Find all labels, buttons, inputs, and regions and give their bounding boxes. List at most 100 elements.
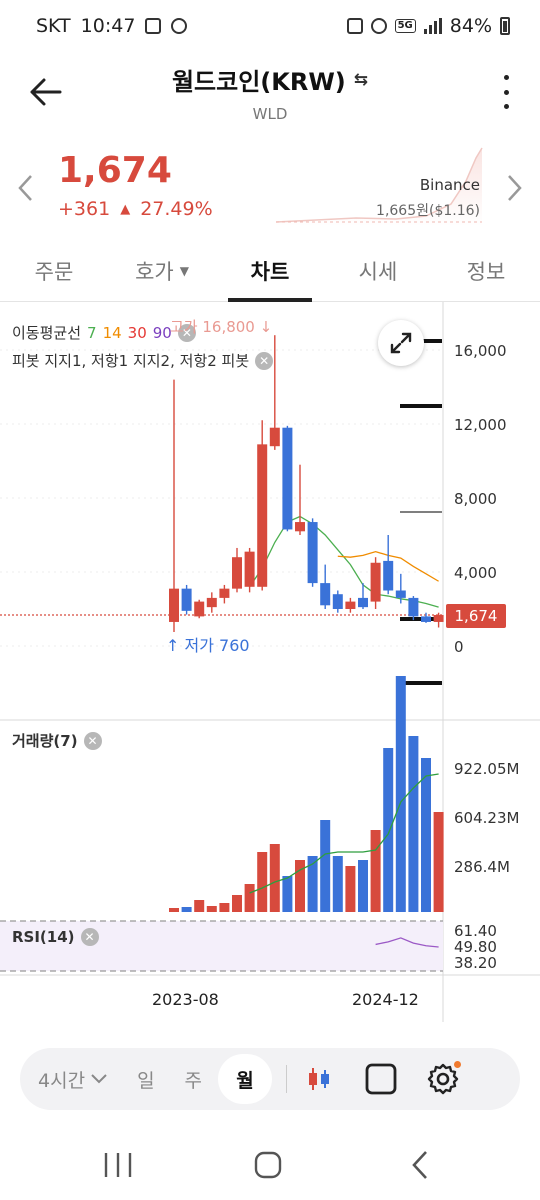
chart-area[interactable]: 이동평균선 7 14 30 90 ✕ 피봇 지지1, 저항1 지지2, 저항2 … [0,302,540,1022]
volume-title: 거래량(7) [12,732,78,750]
coin-title-button[interactable]: 월드코인(KRW) ⇆ [172,62,368,97]
tab-info[interactable]: 정보 [466,259,506,284]
home-icon [254,1151,282,1179]
close-ma-indicator-button[interactable]: ✕ [177,323,196,342]
battery-icon [500,17,510,35]
current-price-tag: 1,674 [446,604,506,628]
page-title: 월드코인(KRW) [171,68,346,96]
week-interval-button[interactable]: 주 [184,1069,203,1092]
current-price: 1,674 [58,150,172,191]
interval-label: 4시간 [38,1069,86,1092]
candle-body [232,557,242,589]
clock: 10:47 [80,15,136,37]
carrier: SKT [36,15,71,37]
drawing-tool-button[interactable] [363,1061,399,1097]
ma-legend-label: 이동평균선 [12,324,82,342]
back-icon [412,1151,427,1179]
interval-dropdown[interactable]: 4시간 [38,1066,107,1093]
candle [206,592,217,613]
volume-bar [332,856,343,912]
tab-chart[interactable]: 차트 [216,240,324,302]
system-back-button[interactable] [400,1148,440,1182]
candle-body [219,588,230,598]
triangle-up-icon: ▲ [120,201,131,217]
square-icon [365,1063,397,1095]
status-bar: SKT 10:47 5G 84% [0,0,540,52]
candle-body [307,522,318,584]
candle-body [383,560,394,591]
volume-bar [433,812,444,912]
chart-settings-button[interactable] [425,1061,462,1097]
candle [219,584,230,604]
volume-legend: 거래량(7) ✕ [12,730,102,751]
volume-bar [320,820,331,912]
recent-apps-button[interactable] [98,1148,138,1182]
candle-body [244,551,255,587]
back-button[interactable] [26,72,66,112]
candle [332,590,343,613]
previous-coin-button[interactable] [16,174,36,202]
ma7-line [249,515,439,608]
rsi-legend: RSI(14) ✕ [12,928,99,946]
volume-bar [232,895,242,912]
tab-orderbook[interactable]: 호가 ▼ [108,240,216,301]
pivot-legend-label: 피봇 지지1, 저항1 지지2, 저항2 피봇 [12,352,250,370]
alarm-icon [370,18,387,34]
expand-icon [390,332,412,354]
price-axis-8000: 8,000 [454,490,497,508]
tab-order[interactable]: 주문 [34,259,74,284]
candle [395,573,406,604]
volume-bar [370,830,381,912]
mini-sparkline [276,147,483,226]
volume-bar [269,844,280,912]
day-interval-button[interactable]: 일 [137,1069,155,1092]
candle [307,518,318,587]
recents-icon [104,1153,132,1177]
candle-body [181,588,192,611]
candle-body [345,601,356,609]
low-price-label: 저가 760 [184,636,250,655]
fullscreen-button[interactable] [378,320,424,366]
rsi-title: RSI(14) [12,928,75,946]
candle-body [282,427,293,530]
close-volume-indicator-button[interactable]: ✕ [83,731,102,750]
coin-symbol: WLD [252,105,288,123]
candle [408,596,419,621]
close-pivot-indicator-button[interactable]: ✕ [255,351,274,370]
rsi-axis-2: 49.80 [454,938,497,956]
reference-price: 1,665원($1.16) [376,203,480,219]
volume-bar [244,884,255,912]
candlestick-chart[interactable] [0,302,540,1022]
candle [370,557,381,609]
month-interval-button[interactable]: 월 [218,1054,273,1104]
volume-bar [194,900,205,912]
tab-orderbook-label: 호가 [135,259,174,284]
volume-bar [307,856,318,912]
tab-market[interactable]: 시세 [358,259,398,284]
toolbar-divider [286,1065,288,1093]
more-menu-button[interactable] [496,72,516,112]
volume-bar [181,907,192,912]
price-axis-0: 0 [454,638,464,656]
candle-body [320,583,331,606]
volume-bar [408,736,419,912]
change-rate: 27.49% [140,198,213,220]
battery-percent: 84% [449,15,492,37]
more-vertical-icon [503,75,509,80]
candle [383,535,394,595]
app-header: 월드코인(KRW) ⇆ WLD [0,52,540,132]
volume-bar [383,748,394,912]
candle [421,612,431,623]
ma90-label: 90 [152,323,172,342]
candle-body [332,594,343,609]
network-badge: 5G [394,19,416,33]
next-coin-button[interactable] [504,174,524,202]
candle-body [295,522,305,532]
candle [345,597,356,613]
volume-bar [257,852,268,912]
home-button[interactable] [248,1148,288,1182]
chart-type-button[interactable] [301,1061,337,1097]
close-rsi-indicator-button[interactable]: ✕ [80,928,99,946]
arrow-down-icon: ↓ [254,318,273,336]
arrow-up-icon: ↑ [166,636,185,655]
